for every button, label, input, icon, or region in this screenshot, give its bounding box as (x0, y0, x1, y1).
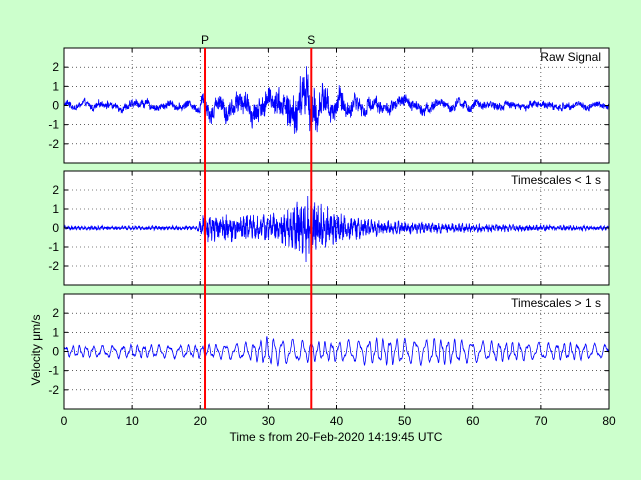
y-tick-label: 2 (52, 306, 59, 320)
y-tick-label: 2 (52, 183, 59, 197)
y-tick-label: -1 (48, 240, 59, 254)
x-tick-label: 30 (262, 414, 276, 428)
y-tick-label: 0 (52, 345, 59, 359)
x-tick-label: 10 (125, 414, 139, 428)
x-axis-label: Time s from 20-Feb-2020 14:19:45 UTC (230, 430, 443, 444)
panels: -2 -1 0 1 2 Raw Signal -2 -1 0 1 2 Timescales < 1 s… (48, 47, 616, 428)
y-tick-label: 0 (52, 221, 59, 235)
panel-2: -2 -1 0 1 2 Timescales < 1 s (48, 170, 610, 286)
signal-trace (63, 66, 610, 134)
x-tick-label: 0 (61, 414, 68, 428)
y-tick-label: 1 (52, 325, 59, 339)
y-tick-label: 2 (52, 60, 59, 74)
x-tick-label: 20 (194, 414, 208, 428)
y-tick-label: 0 (52, 99, 59, 113)
panel-title: Timescales > 1 s (511, 296, 601, 310)
y-tick-label: -2 (48, 259, 59, 273)
x-tick-label: 70 (534, 414, 548, 428)
phase-marker-label: S (307, 33, 315, 47)
panel-3: -2 -1 0 1 2 Timescales > 1 s (48, 293, 610, 410)
y-tick-label: -1 (48, 364, 59, 378)
panel-title: Timescales < 1 s (511, 173, 601, 187)
y-tick-label: -2 (48, 137, 59, 151)
y-tick-label: 1 (52, 202, 59, 216)
x-tick-label: 40 (330, 414, 344, 428)
signal-trace (63, 195, 610, 262)
y-tick-label: -2 (48, 383, 59, 397)
phase-marker-label: P (201, 33, 209, 47)
panel-1: -2 -1 0 1 2 Raw Signal (48, 47, 610, 164)
y-tick-label: -1 (48, 118, 59, 132)
y-tick-label: 1 (52, 79, 59, 93)
signal-trace (63, 336, 610, 367)
x-tick-label: 50 (398, 414, 412, 428)
x-tick-label: 80 (602, 414, 616, 428)
panel-title: Raw Signal (540, 50, 601, 64)
x-tick-label: 60 (466, 414, 480, 428)
y-axis-label: Velocity μm/s (29, 315, 43, 386)
